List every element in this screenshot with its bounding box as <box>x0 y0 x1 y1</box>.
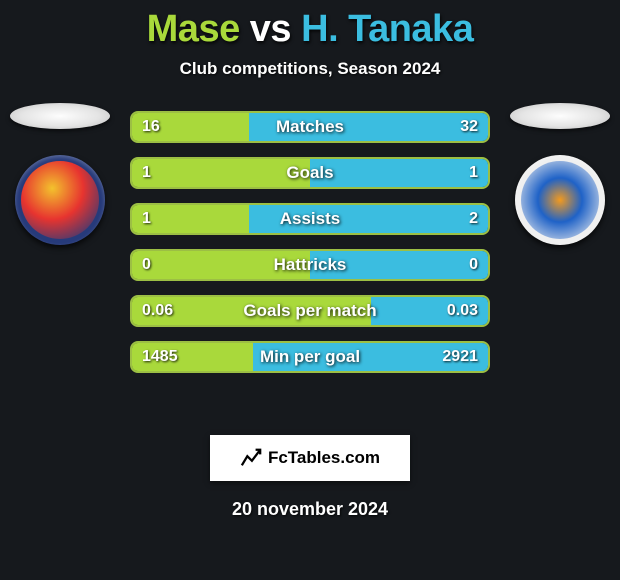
subtitle: Club competitions, Season 2024 <box>0 59 620 79</box>
stat-label: Min per goal <box>132 347 488 367</box>
stat-bar: 1632Matches <box>130 111 490 143</box>
right-side <box>500 103 620 245</box>
club-badge-left <box>15 155 105 245</box>
player1-avatar-placeholder <box>10 103 110 129</box>
player1-name: Mase <box>147 8 240 50</box>
branding-box: FcTables.com <box>210 435 410 481</box>
stat-bar: 14852921Min per goal <box>130 341 490 373</box>
stat-label: Hattricks <box>132 255 488 275</box>
club-badge-right <box>515 155 605 245</box>
stat-bar: 0.060.03Goals per match <box>130 295 490 327</box>
stat-label: Matches <box>132 117 488 137</box>
stat-bars: 1632Matches 11Goals 12Assists 00Hattricks 0.… <box>130 111 490 373</box>
player2-avatar-placeholder <box>510 103 610 129</box>
chart-icon <box>240 447 262 469</box>
stat-bar: 00Hattricks <box>130 249 490 281</box>
stat-bar: 11Goals <box>130 157 490 189</box>
left-side <box>0 103 120 245</box>
comparison-title: Mase vs H. Tanaka <box>0 0 620 51</box>
date-text: 20 november 2024 <box>0 499 620 520</box>
vs-text: vs <box>250 8 291 50</box>
stat-label: Assists <box>132 209 488 229</box>
branding-text: FcTables.com <box>268 448 380 468</box>
stat-label: Goals per match <box>132 301 488 321</box>
comparison-chart: 1632Matches 11Goals 12Assists 00Hattricks 0.… <box>0 111 620 411</box>
stat-bar: 12Assists <box>130 203 490 235</box>
player2-name: H. Tanaka <box>301 8 473 50</box>
stat-label: Goals <box>132 163 488 183</box>
